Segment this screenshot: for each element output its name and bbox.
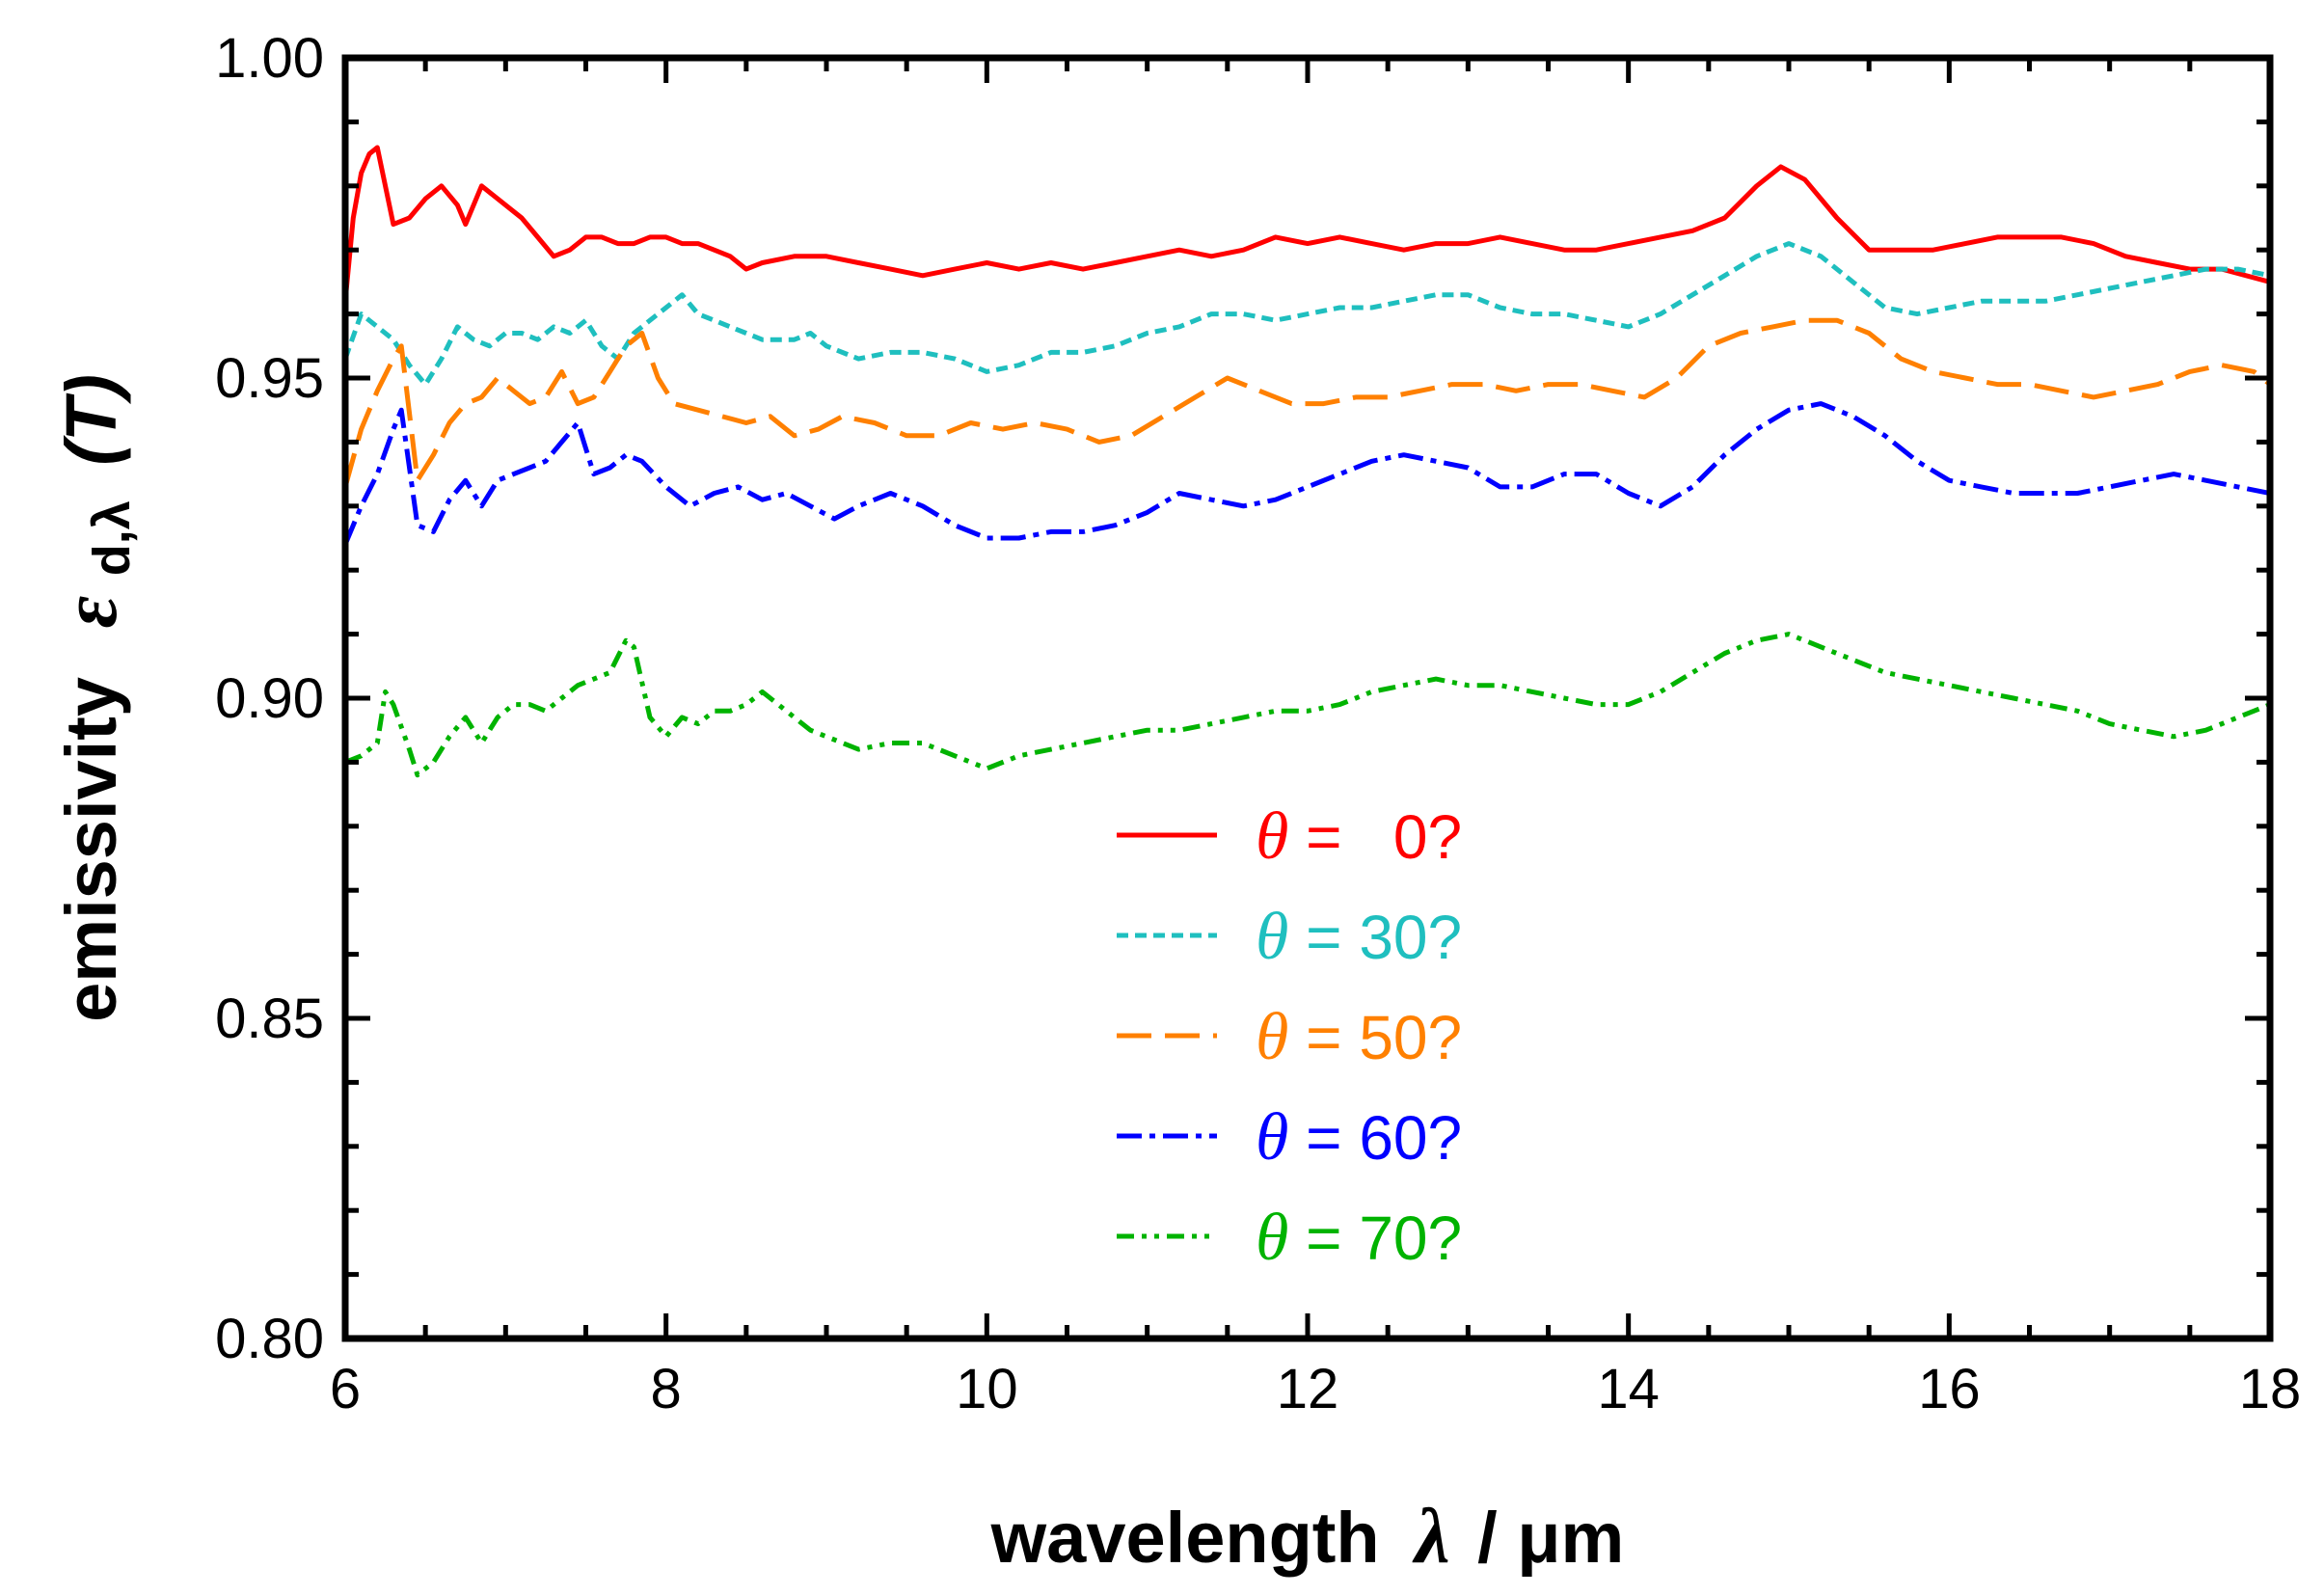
legend-label-4: θ = 70? bbox=[1256, 1201, 1462, 1275]
legend-value: = 50? bbox=[1288, 1003, 1462, 1072]
y-axis-title-symbol: ε bbox=[45, 595, 133, 628]
legend-label-0: θ = 0? bbox=[1256, 799, 1462, 874]
plot-frame bbox=[341, 54, 2274, 1342]
y-axis-title: emissivity ε d,λ (T) bbox=[45, 374, 145, 1022]
x-axis-title: wavelength λ / μm bbox=[990, 1492, 1625, 1580]
x-axis-title-symbol: λ bbox=[1412, 1492, 1449, 1580]
series-line-3 bbox=[345, 401, 2270, 546]
series-line-0 bbox=[345, 145, 2270, 302]
legend-value: = 60? bbox=[1288, 1103, 1462, 1173]
y-axis-title-argument: (T) bbox=[51, 374, 131, 466]
x-tick-label: 12 bbox=[1277, 1358, 1339, 1420]
x-tick-label: 8 bbox=[651, 1358, 682, 1420]
legend-label-2: θ = 50? bbox=[1256, 1000, 1462, 1074]
y-tick-label: 0.95 bbox=[215, 347, 324, 410]
legend-theta-symbol: θ bbox=[1256, 1201, 1288, 1275]
y-axis-title-main: emissivity bbox=[51, 677, 131, 1022]
legend-label-1: θ = 30? bbox=[1256, 900, 1462, 974]
x-tick-label: 16 bbox=[1918, 1358, 1981, 1420]
tick-labels-layer: 6 8 10 12 14 16 18 0.80 0.85 0.90 0.95 1.00 bbox=[215, 27, 2301, 1420]
x-axis-title-unit: / μm bbox=[1477, 1498, 1624, 1578]
y-tick-label: 0.85 bbox=[215, 987, 324, 1050]
legend-value: = 30? bbox=[1288, 903, 1462, 972]
legend-value: = 0? bbox=[1288, 802, 1462, 872]
legend: θ = 0?θ = 30?θ = 50?θ = 60?θ = 70? bbox=[1117, 799, 1462, 1275]
legend-theta-symbol: θ bbox=[1256, 799, 1288, 874]
legend-theta-symbol: θ bbox=[1256, 1100, 1288, 1175]
x-tick-label: 14 bbox=[1597, 1358, 1660, 1420]
x-axis-title-main: wavelength bbox=[990, 1498, 1380, 1578]
y-tick-label: 1.00 bbox=[215, 27, 324, 90]
legend-theta-symbol: θ bbox=[1256, 900, 1288, 974]
legend-theta-symbol: θ bbox=[1256, 1000, 1288, 1074]
x-tick-label: 6 bbox=[330, 1358, 361, 1420]
y-tick-label: 0.90 bbox=[215, 667, 324, 730]
series-line-1 bbox=[345, 241, 2270, 388]
y-axis-title-subscript: d,λ bbox=[83, 500, 141, 576]
x-tick-label: 18 bbox=[2239, 1358, 2302, 1420]
series-line-2 bbox=[345, 317, 2270, 488]
legend-value: = 70? bbox=[1288, 1203, 1462, 1273]
x-tick-label: 10 bbox=[956, 1358, 1018, 1420]
series-layer bbox=[345, 145, 2270, 778]
legend-label-3: θ = 60? bbox=[1256, 1100, 1462, 1175]
y-tick-label: 0.80 bbox=[215, 1308, 324, 1370]
series-line-4 bbox=[345, 632, 2270, 778]
